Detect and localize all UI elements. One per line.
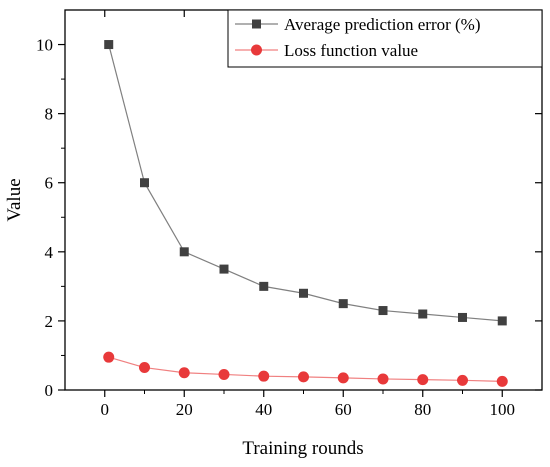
y-tick-label: 6 <box>45 174 54 193</box>
y-tick-label: 8 <box>45 105 54 124</box>
legend-label: Average prediction error (%) <box>284 15 481 34</box>
x-tick-label: 40 <box>255 400 272 419</box>
series-layer <box>103 40 508 387</box>
square-marker <box>259 281 269 291</box>
square-marker <box>179 247 189 257</box>
x-axis-label: Training rounds <box>242 438 363 459</box>
legend-square-marker <box>252 19 261 29</box>
circle-marker <box>337 372 349 384</box>
circle-marker <box>417 374 429 386</box>
y-tick-label: 0 <box>45 381 54 400</box>
circle-marker <box>139 362 150 374</box>
square-marker <box>299 288 308 298</box>
legend-label: Loss function value <box>284 41 418 60</box>
square-marker <box>338 299 348 309</box>
y-tick-label: 10 <box>36 36 53 55</box>
square-marker <box>497 316 507 326</box>
x-tick-label: 60 <box>335 400 352 419</box>
circle-marker <box>457 374 468 386</box>
circle-marker <box>377 373 389 385</box>
square-marker <box>140 178 149 188</box>
x-tick-label: 80 <box>414 400 431 419</box>
square-marker <box>378 306 388 316</box>
square-marker <box>458 312 467 322</box>
series-line-1 <box>108 44 503 322</box>
legend-circle-marker <box>251 44 262 56</box>
circle-marker <box>258 370 270 382</box>
x-tick-label: 20 <box>176 400 193 419</box>
legend: Average prediction error (%) Loss functio… <box>227 9 543 68</box>
circle-marker <box>496 375 508 387</box>
circle-marker <box>218 368 230 380</box>
x-axis-ticks: 0 20 40 60 80 100 <box>101 10 516 419</box>
square-marker <box>418 309 428 319</box>
square-marker <box>104 40 114 50</box>
y-axis-label: Value <box>4 178 25 221</box>
square-marker <box>219 264 229 274</box>
y-tick-label: 4 <box>45 243 54 262</box>
circle-marker <box>298 371 309 383</box>
circle-marker <box>178 367 190 379</box>
legend-box <box>227 9 543 68</box>
y-tick-label: 2 <box>45 312 54 331</box>
x-tick-label: 100 <box>490 400 516 419</box>
y-axis-ticks: 0 2 4 6 8 10 <box>36 36 542 400</box>
x-tick-label: 0 <box>101 400 110 419</box>
circle-marker <box>103 351 115 363</box>
